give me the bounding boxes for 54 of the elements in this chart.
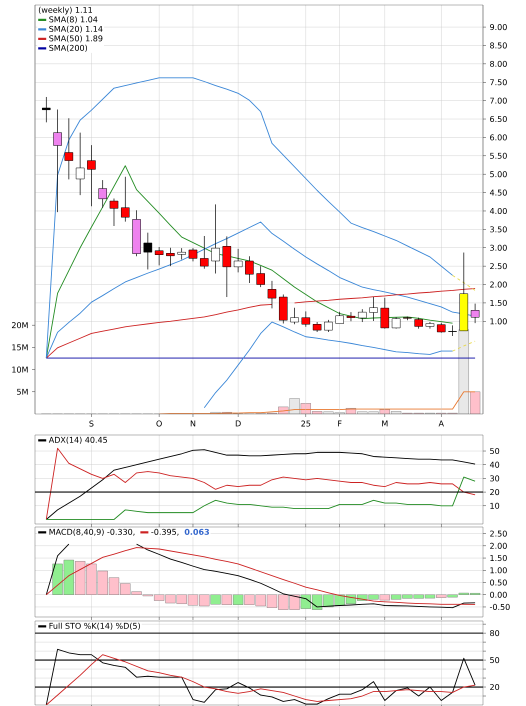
- y-tick-label: -0.50: [490, 604, 510, 610]
- y2-tick-label: 10M: [12, 366, 28, 373]
- x-tick-label: N: [190, 420, 196, 426]
- legend-label: Full STO %K(14) %D(5): [50, 622, 140, 630]
- y-tick-label: 8.00: [490, 60, 507, 67]
- x-tick-label: D: [236, 420, 241, 426]
- y-tick-label: 4.00: [490, 208, 507, 214]
- y-tick-label: 1.50: [490, 300, 507, 306]
- x-tick-label: A: [438, 420, 444, 426]
- y-tick-label: 1.00: [490, 567, 507, 574]
- chart-title: (weekly) 1.11: [38, 6, 92, 14]
- y-tick-label: 50: [490, 448, 500, 454]
- legend-label: MACD(8,40,9) -0.330,: [50, 528, 134, 536]
- y2-tick-label: 15M: [12, 344, 28, 350]
- y-tick-label: 2.00: [490, 542, 507, 549]
- y2-tick-label: 20M: [12, 322, 28, 328]
- legend-label: ADX(14) 40.45: [48, 436, 108, 444]
- x-tick-label: M: [382, 420, 388, 426]
- annotation: 0.063: [184, 528, 209, 535]
- x-tick-label: O: [156, 420, 162, 427]
- y-tick-label: 1.00: [490, 318, 507, 324]
- y-tick-label: 7.50: [490, 79, 507, 86]
- y-tick-label: 9.00: [490, 24, 507, 30]
- y-tick-label: 5.50: [490, 152, 507, 159]
- y-tick-label: 30: [490, 475, 500, 482]
- y-tick-label: 3.00: [490, 244, 507, 251]
- y-tick-label: 7.00: [490, 98, 507, 104]
- y2-tick-label: 5M: [17, 388, 28, 395]
- y-tick-label: 6.00: [490, 134, 507, 140]
- y-tick-label: 1.50: [490, 555, 507, 562]
- y-tick-label: 8.50: [490, 42, 507, 48]
- y-tick-label: 0.00: [490, 592, 507, 598]
- legend-label: -0.395,: [151, 528, 178, 536]
- y-tick-label: 20: [490, 489, 500, 496]
- legend-label: SMA(200): [49, 44, 88, 52]
- y-tick-label: 3.50: [490, 226, 507, 232]
- y-tick-label: 2.00: [490, 282, 507, 288]
- y-tick-label: 50: [490, 657, 500, 664]
- x-tick-label: F: [338, 420, 342, 426]
- x-tick-label: S: [89, 420, 94, 427]
- legend-label: SMA(50) 1.89: [49, 35, 102, 42]
- y-tick-label: 0.50: [490, 579, 507, 586]
- y-tick-label: 2.50: [490, 530, 507, 537]
- x-tick-label: 25: [301, 420, 310, 427]
- y-tick-label: 80: [490, 630, 500, 636]
- legend-label: SMA(20) 1.14: [49, 26, 103, 33]
- legend-label: SMA(8) 1.04: [49, 16, 98, 24]
- y-tick-label: 5.00: [490, 171, 507, 178]
- y-tick-label: 20: [490, 684, 500, 690]
- y-tick-label: 40: [490, 462, 500, 468]
- y-tick-label: 2.50: [490, 263, 507, 270]
- y-tick-label: 4.50: [490, 190, 507, 196]
- y-tick-label: 10: [490, 502, 500, 509]
- y-tick-label: 6.50: [490, 116, 507, 122]
